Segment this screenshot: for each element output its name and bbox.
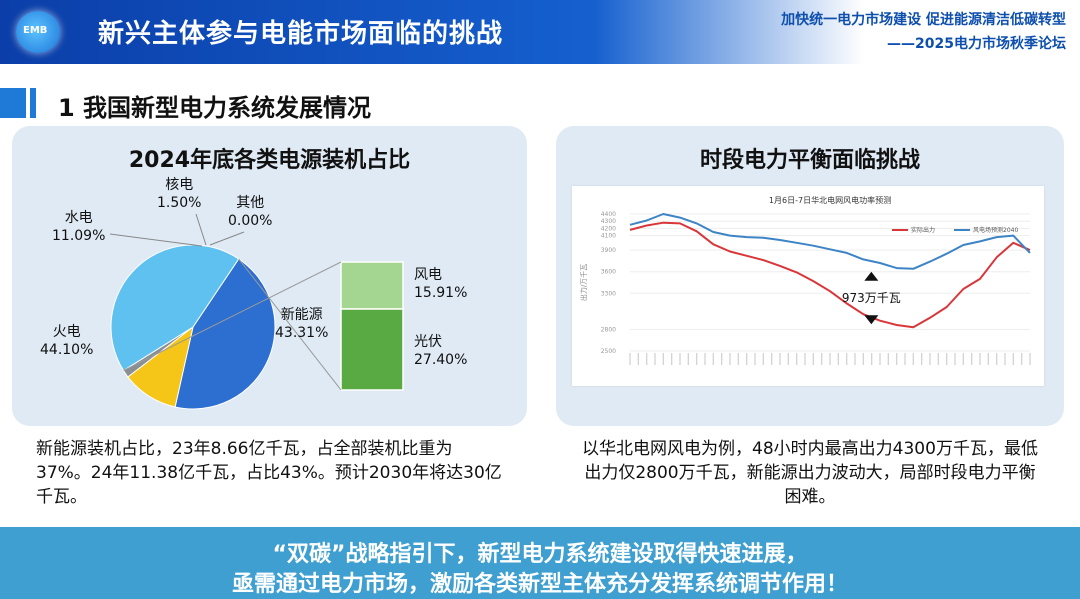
legend-label: 风电场预测2040: [973, 226, 1018, 234]
forum-slogan: 加快统一电力市场建设 促进能源清洁低碳转型: [781, 12, 1066, 28]
y-tick-label: 3600: [601, 269, 616, 276]
forum-name: ——2025电力市场秋季论坛: [887, 36, 1066, 52]
bar-label-solar: 光伏 27.40%: [414, 334, 468, 368]
bar-label-wind: 风电 15.91%: [414, 267, 468, 301]
conclusion-banner: “双碳”战略指引下，新型电力系统建设取得快速进展， 亟需通过电力市场，激励各类新…: [0, 527, 1080, 599]
left-description: 新能源装机占比，23年8.66亿千瓦，占全部装机比重为37%。24年11.38亿…: [36, 439, 502, 507]
forum-logo: EMB: [16, 11, 60, 53]
series-line-forecast: [629, 213, 1031, 270]
connector-top: [123, 261, 342, 371]
banner-line-1: “双碳”战略指引下，新型电力系统建设取得快速进展，: [272, 542, 808, 567]
bar-segment-wind: [340, 261, 404, 310]
legend-label: 实际出力: [911, 226, 935, 234]
capacity-pie-chart: [109, 213, 404, 410]
pie-slice-new-energy: [110, 244, 240, 372]
series-line-actual: [629, 221, 1031, 329]
right-panel-title: 时段电力平衡面临挑战: [699, 148, 920, 173]
y-tick-label: 2500: [601, 348, 616, 355]
section-marker-thin: [30, 88, 36, 118]
pie-label-other: 其他 0.00%: [228, 195, 273, 229]
banner-line-2: 亟需通过电力市场，激励各类新型主体充分发挥系统调节作用！: [231, 572, 848, 597]
logo-text: EMB: [23, 25, 48, 36]
page-title: 新兴主体参与电能市场面临的挑战: [98, 19, 504, 49]
pie-label-hydro: 水电 11.09%: [52, 210, 106, 244]
y-tick-label: 4100: [601, 233, 616, 240]
pie-slice-thermal: [174, 258, 276, 410]
pie-label-thermal: 火电 44.10%: [40, 324, 94, 358]
y-tick-label: 4300: [601, 218, 616, 225]
section-marker: [0, 88, 26, 118]
bar-segment-solar: [340, 308, 404, 391]
pie-label-new-energy: 新能源 43.31%: [275, 307, 329, 341]
y-axis-label: 出力/万千瓦: [579, 264, 588, 301]
legend-forecast: 风电场预测2040: [954, 226, 1018, 234]
y-tick-label: 4200: [601, 225, 616, 232]
y-tick-label: 2800: [601, 326, 616, 333]
annotation-arrow-down: [864, 315, 879, 325]
header-bar: EMB 新兴主体参与电能市场面临的挑战 加快统一电力市场建设 促进能源清洁低碳转…: [0, 0, 1080, 64]
leader-line-nuclear: [195, 213, 207, 246]
connector-bottom: [238, 258, 342, 391]
chart-card: 1月6日-7日华北电网风电功率预测 4400 4300 4200 4100 3900 360…: [572, 186, 1044, 386]
legend-actual: 实际出力: [892, 226, 935, 234]
annotation-label: 973万千瓦: [842, 291, 901, 305]
line-chart-title: 1月6日-7日华北电网风电功率预测: [769, 195, 891, 205]
annotation-arrow-up: [864, 271, 879, 281]
leader-line-other: [209, 231, 245, 246]
y-tick-label: 3900: [601, 247, 616, 254]
left-panel: [12, 126, 527, 426]
leader-line-hydro: [109, 233, 203, 247]
left-panel-title: 2024年底各类电源装机占比: [128, 148, 411, 173]
section-title: 1 我国新型电力系统发展情况: [58, 94, 372, 122]
right-description: 以华北电网风电为例，48小时内最高出力4300万千瓦，最低出力仅2800万千瓦，…: [582, 439, 1038, 507]
y-tick-label: 3300: [601, 290, 616, 297]
y-tick-label: 4400: [601, 211, 616, 218]
pie-label-nuclear: 核电 1.50%: [157, 177, 202, 211]
